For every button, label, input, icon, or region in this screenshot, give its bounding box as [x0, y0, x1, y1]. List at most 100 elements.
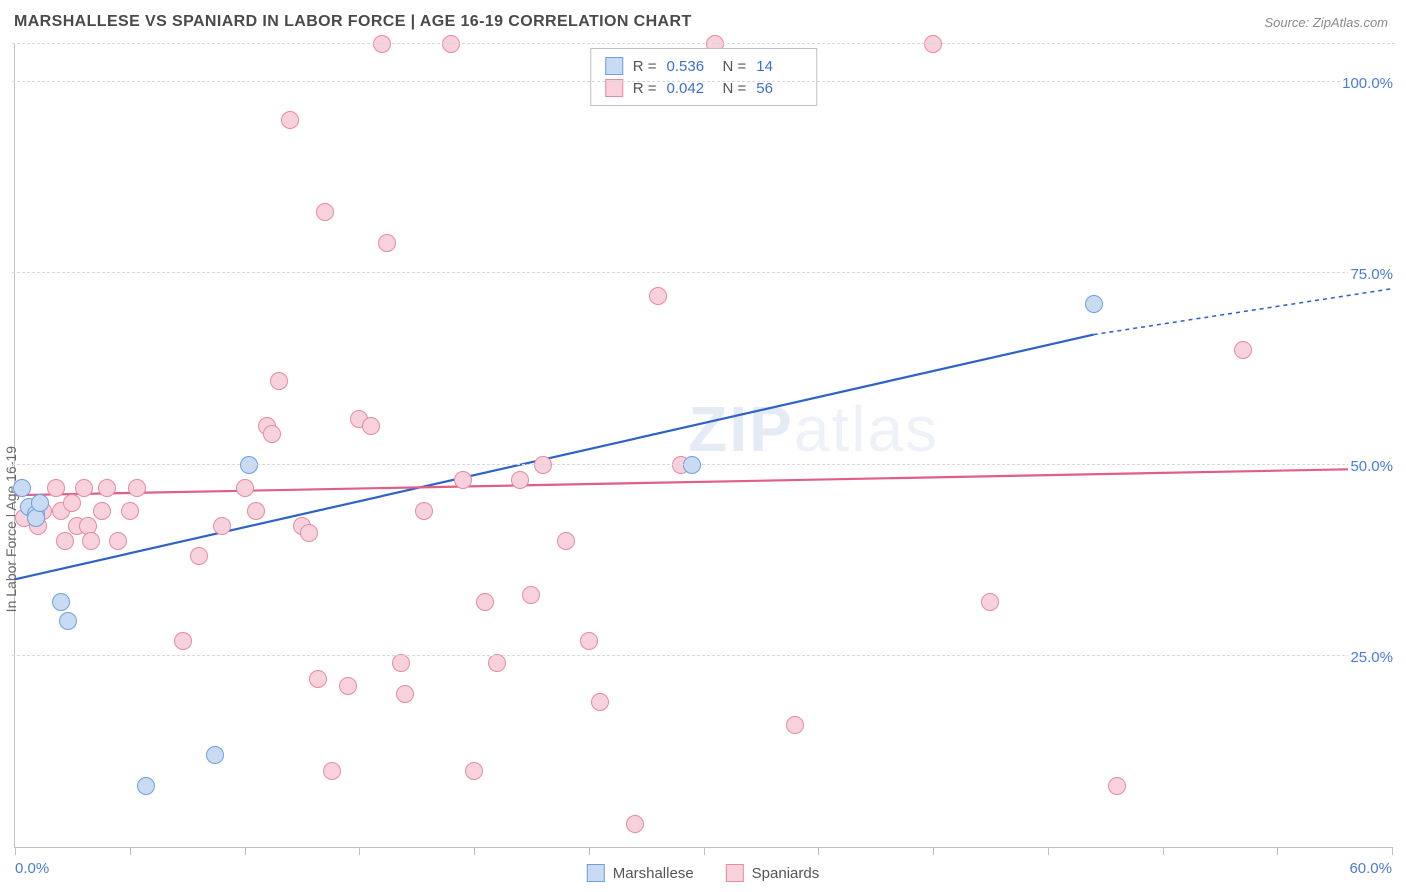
- stats-legend: R =0.536N =14R =0.042N =56: [590, 48, 818, 106]
- scatter-point-spaniards: [488, 654, 506, 672]
- y-gridline: [12, 464, 1395, 465]
- scatter-point-marshallese: [52, 593, 70, 611]
- scatter-point-spaniards: [323, 762, 341, 780]
- scatter-point-spaniards: [378, 234, 396, 252]
- x-tick: [1392, 847, 1393, 855]
- scatter-point-spaniards: [109, 532, 127, 550]
- scatter-point-spaniards: [626, 815, 644, 833]
- legend-label-marshallese: Marshallese: [613, 865, 694, 882]
- scatter-point-spaniards: [213, 517, 231, 535]
- scatter-points-layer: [15, 44, 1392, 847]
- scatter-point-marshallese: [206, 746, 224, 764]
- stats-row-marshallese: R = 0.536 N = 14: [605, 55, 803, 77]
- scatter-point-spaniards: [75, 479, 93, 497]
- legend-swatch-spaniards: [726, 864, 744, 882]
- x-tick: [359, 847, 360, 855]
- scatter-point-marshallese: [137, 777, 155, 795]
- scatter-point-spaniards: [557, 532, 575, 550]
- x-tick: [130, 847, 131, 855]
- scatter-point-marshallese: [683, 456, 701, 474]
- series-legend: Marshallese Spaniards: [587, 864, 819, 882]
- scatter-point-spaniards: [580, 632, 598, 650]
- scatter-point-spaniards: [1234, 341, 1252, 359]
- scatter-point-spaniards: [534, 456, 552, 474]
- x-tick: [15, 847, 16, 855]
- scatter-point-spaniards: [174, 632, 192, 650]
- x-tick: [589, 847, 590, 855]
- y-gridline: [12, 81, 1395, 82]
- scatter-point-spaniards: [236, 479, 254, 497]
- scatter-point-spaniards: [82, 532, 100, 550]
- chart-title: MARSHALLESE VS SPANIARD IN LABOR FORCE |…: [14, 13, 692, 31]
- plot-area: In Labor Force | Age 16-19 ZIPatlas R =0…: [14, 44, 1392, 848]
- y-gridline: [12, 43, 1395, 44]
- scatter-point-spaniards: [924, 35, 942, 53]
- x-axis-min-label: 0.0%: [15, 860, 49, 877]
- scatter-point-spaniards: [263, 425, 281, 443]
- scatter-point-spaniards: [121, 502, 139, 520]
- scatter-point-spaniards: [98, 479, 116, 497]
- scatter-point-spaniards: [465, 762, 483, 780]
- x-tick: [818, 847, 819, 855]
- scatter-point-spaniards: [454, 471, 472, 489]
- x-tick: [1048, 847, 1049, 855]
- r-value-marshallese: 0.536: [667, 58, 713, 75]
- legend-swatch-marshallese: [605, 57, 623, 75]
- scatter-point-marshallese: [1085, 295, 1103, 313]
- y-gridline-label: 50.0%: [1348, 458, 1395, 475]
- scatter-point-spaniards: [476, 593, 494, 611]
- y-gridline-label: 25.0%: [1348, 649, 1395, 666]
- n-label: N =: [723, 58, 747, 75]
- scatter-point-spaniards: [649, 287, 667, 305]
- scatter-point-spaniards: [270, 372, 288, 390]
- scatter-point-marshallese: [13, 479, 31, 497]
- chart-container: MARSHALLESE VS SPANIARD IN LABOR FORCE |…: [0, 0, 1406, 892]
- scatter-point-marshallese: [240, 456, 258, 474]
- x-tick: [474, 847, 475, 855]
- scatter-point-spaniards: [786, 716, 804, 734]
- scatter-point-spaniards: [56, 532, 74, 550]
- scatter-point-spaniards: [511, 471, 529, 489]
- scatter-point-marshallese: [31, 494, 49, 512]
- n-value-marshallese: 14: [756, 58, 802, 75]
- x-tick: [1277, 847, 1278, 855]
- scatter-point-spaniards: [63, 494, 81, 512]
- scatter-point-marshallese: [27, 509, 45, 527]
- scatter-point-spaniards: [316, 203, 334, 221]
- scatter-point-spaniards: [591, 693, 609, 711]
- scatter-point-spaniards: [442, 35, 460, 53]
- scatter-point-spaniards: [47, 479, 65, 497]
- scatter-point-spaniards: [309, 670, 327, 688]
- scatter-point-spaniards: [1108, 777, 1126, 795]
- x-tick: [245, 847, 246, 855]
- chart-header: MARSHALLESE VS SPANIARD IN LABOR FORCE |…: [0, 0, 1406, 44]
- scatter-point-spaniards: [392, 654, 410, 672]
- scatter-point-spaniards: [128, 479, 146, 497]
- scatter-point-spaniards: [93, 502, 111, 520]
- legend-item-spaniards: Spaniards: [726, 864, 820, 882]
- x-tick: [1163, 847, 1164, 855]
- scatter-point-spaniards: [373, 35, 391, 53]
- scatter-point-spaniards: [415, 502, 433, 520]
- scatter-point-spaniards: [339, 677, 357, 695]
- y-gridline: [12, 272, 1395, 273]
- scatter-point-spaniards: [190, 547, 208, 565]
- legend-swatch-marshallese: [587, 864, 605, 882]
- y-gridline-label: 75.0%: [1348, 266, 1395, 283]
- scatter-point-marshallese: [59, 612, 77, 630]
- chart-source: Source: ZipAtlas.com: [1264, 15, 1388, 30]
- y-gridline: [12, 655, 1395, 656]
- scatter-point-spaniards: [522, 586, 540, 604]
- x-tick: [933, 847, 934, 855]
- scatter-point-spaniards: [281, 111, 299, 129]
- scatter-point-spaniards: [981, 593, 999, 611]
- scatter-point-spaniards: [396, 685, 414, 703]
- scatter-point-spaniards: [300, 524, 318, 542]
- scatter-point-spaniards: [362, 417, 380, 435]
- legend-label-spaniards: Spaniards: [752, 865, 820, 882]
- legend-item-marshallese: Marshallese: [587, 864, 694, 882]
- x-tick: [704, 847, 705, 855]
- r-label: R =: [633, 58, 657, 75]
- y-gridline-label: 100.0%: [1340, 75, 1395, 92]
- x-axis-max-label: 60.0%: [1349, 860, 1392, 877]
